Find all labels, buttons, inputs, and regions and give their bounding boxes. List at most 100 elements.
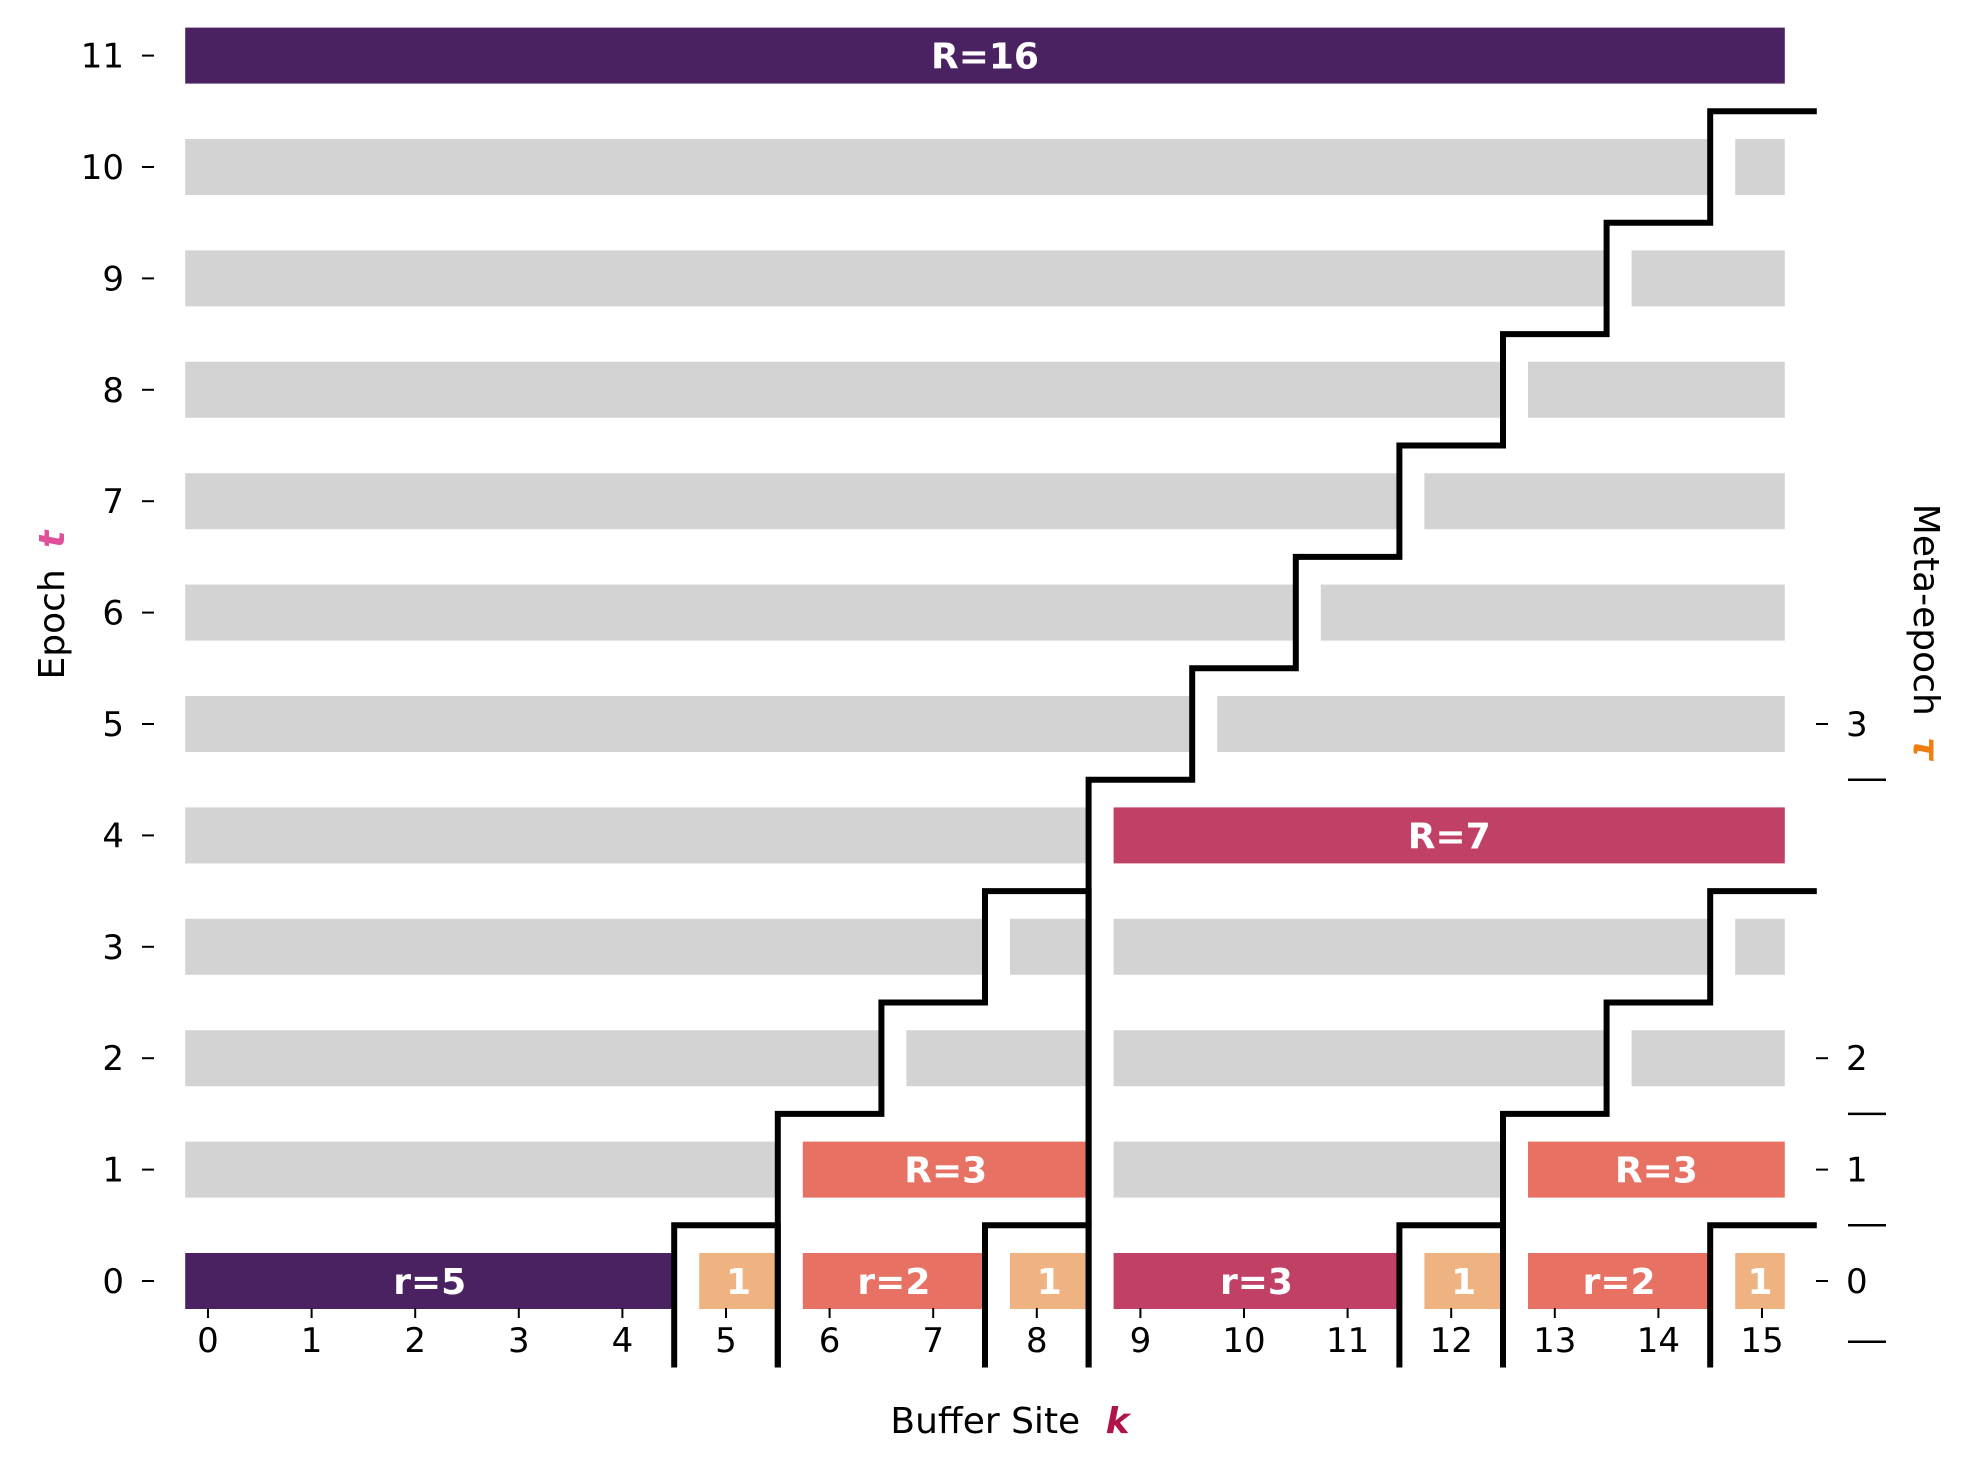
bar-label: R=7 — [1408, 816, 1491, 857]
staircase-line — [774, 888, 1092, 1368]
bar-label: r=2 — [1583, 1262, 1656, 1303]
bar-epoch-5-site-10 — [1217, 696, 1785, 752]
bar-rect — [1631, 250, 1785, 307]
bar-rect — [185, 584, 1296, 641]
bar-rect — [185, 1253, 675, 1309]
staircase-line — [982, 1222, 1092, 1368]
meta-epoch-axis-label-text: Meta-epoch — [1905, 504, 1946, 716]
staircase-line — [1500, 888, 1817, 1368]
meta-epoch-tick-label: 1 — [1846, 1151, 1868, 1191]
x-axis-symbol: k — [1106, 1401, 1132, 1442]
bar-epoch-2-site-14 — [1631, 1030, 1785, 1087]
y-tick-label: 2 — [102, 1039, 124, 1079]
meta-epoch-tick-label: 0 — [1846, 1262, 1868, 1302]
y-tick-label: 3 — [102, 928, 124, 968]
y-axis-ticks: 0 1 2 3 4 5 6 7 8 9 10 11 — [81, 37, 154, 1302]
bar-epoch-3-site-8 — [1010, 918, 1089, 975]
bar-rect — [906, 1030, 1089, 1087]
y-tick-label: 0 — [102, 1262, 124, 1302]
x-tick-label: 14 — [1637, 1321, 1680, 1361]
bar-epoch-1-site-9 — [1113, 1141, 1503, 1198]
x-tick-label: 1 — [301, 1321, 323, 1361]
bar-epoch-4-site-0 — [185, 807, 1089, 864]
y-axis-label: Epoch t — [32, 529, 73, 680]
y-tick-label: 8 — [102, 371, 124, 411]
x-tick-label: 13 — [1533, 1321, 1576, 1361]
bar-epoch-3-site-15 — [1735, 918, 1785, 975]
bar-rect — [185, 807, 1089, 864]
bar-label: R=16 — [931, 37, 1039, 78]
bar-epoch-8-site-13 — [1528, 361, 1785, 418]
y-tick-label: 11 — [81, 37, 124, 77]
bar-label: 1 — [1747, 1262, 1772, 1303]
bar-label: R=3 — [1615, 1151, 1698, 1192]
bar-rect — [185, 918, 985, 975]
bar-epoch-0-site-13: r=2 — [1528, 1253, 1711, 1309]
x-tick-label: 9 — [1130, 1321, 1152, 1361]
y-axis-symbol: t — [32, 529, 73, 548]
bar-rect — [1424, 473, 1785, 530]
bar-rect — [185, 361, 1504, 418]
y-tick-label: 5 — [102, 705, 124, 745]
bar-rect — [1528, 1253, 1711, 1309]
bar-label: r=5 — [393, 1262, 466, 1303]
bar-rect — [1735, 139, 1785, 195]
bar-rect — [185, 27, 1785, 84]
bar-epoch-10-site-0 — [185, 139, 1711, 195]
x-tick-label: 2 — [404, 1321, 426, 1361]
bar-epoch-5-site-0 — [185, 696, 1193, 752]
meta-epoch-tick-label: 3 — [1846, 705, 1868, 745]
x-tick-label: 8 — [1026, 1321, 1048, 1361]
x-tick-label: 15 — [1740, 1321, 1783, 1361]
y-tick-label: 10 — [81, 148, 124, 188]
x-tick-label: 11 — [1326, 1321, 1369, 1361]
bar-label: r=2 — [857, 1262, 930, 1303]
bar-rect — [1631, 1030, 1785, 1087]
bar-rect — [1010, 1253, 1089, 1309]
y-tick-label: 4 — [102, 816, 124, 856]
bar-rect — [185, 1141, 778, 1198]
bar-epoch-0-site-0: r=5 — [185, 1253, 675, 1309]
bar-epoch-7-site-0 — [185, 473, 1400, 530]
bar-label: 1 — [726, 1262, 751, 1303]
bar-rect — [1735, 1253, 1785, 1309]
bar-rect — [185, 250, 1607, 307]
meta-epoch-axis-label: Meta-epoch τ — [1905, 504, 1946, 762]
staircase-line — [1707, 1222, 1817, 1368]
bar-epoch-11-site-0: R=16 — [185, 27, 1785, 84]
bar-epoch-3-site-9 — [1113, 918, 1711, 975]
meta-epoch-ticks: 0 1 2 3 — [1816, 705, 1886, 1343]
y-tick-label: 6 — [102, 594, 124, 634]
bar-rect — [1424, 1253, 1503, 1309]
bar-epoch-1-site-0 — [185, 1141, 778, 1198]
bar-rect — [802, 1141, 1089, 1198]
bar-epoch-0-site-9: r=3 — [1113, 1253, 1400, 1309]
bar-rect — [1528, 361, 1785, 418]
bar-epoch-6-site-0 — [185, 584, 1296, 641]
bar-rect — [1320, 584, 1785, 641]
bar-epoch-9-site-0 — [185, 250, 1607, 307]
bar-epoch-0-site-6: r=2 — [802, 1253, 985, 1309]
bar-epoch-7-site-12 — [1424, 473, 1785, 530]
bar-label: 1 — [1451, 1262, 1476, 1303]
x-axis-ticks: 0 1 2 3 4 5 6 7 8 9 10 11 12 13 14 15 — [197, 1308, 1784, 1361]
y-tick-label: 7 — [102, 482, 124, 522]
y-tick-label: 1 — [102, 1151, 124, 1191]
bar-label: r=3 — [1220, 1262, 1293, 1303]
bar-label: R=3 — [904, 1151, 987, 1192]
bar-rect — [185, 473, 1400, 530]
bar-epoch-2-site-0 — [185, 1030, 882, 1087]
bar-rect — [802, 1253, 985, 1309]
x-axis-label-text: Buffer Site — [890, 1401, 1080, 1442]
x-tick-label: 7 — [922, 1321, 944, 1361]
x-tick-label: 12 — [1430, 1321, 1473, 1361]
meta-epoch-axis-symbol: τ — [1905, 737, 1946, 762]
bar-epoch-1-site-6: R=3 — [802, 1141, 1089, 1198]
bar-epoch-10-site-15 — [1735, 139, 1785, 195]
bar-rect — [185, 139, 1711, 195]
bar-epoch-0-site-12: 1 — [1424, 1253, 1503, 1309]
y-tick-label: 9 — [102, 259, 124, 299]
bar-rect — [1217, 696, 1785, 752]
